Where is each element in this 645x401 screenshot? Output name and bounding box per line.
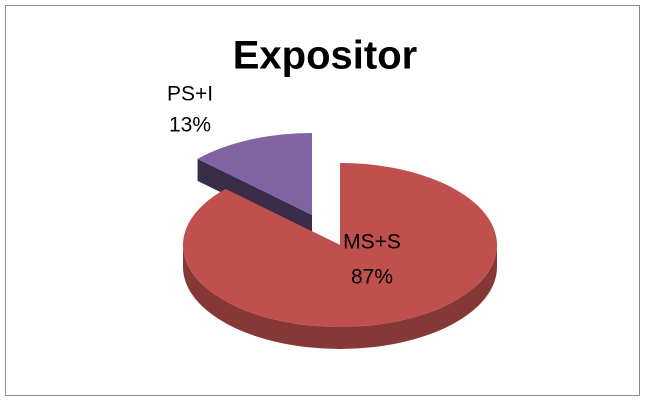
slice-category-label: MS+S bbox=[343, 231, 401, 254]
slice-value-label: 13% bbox=[169, 114, 211, 137]
slice-value-label: 87% bbox=[351, 266, 393, 289]
pie-slice bbox=[197, 133, 312, 215]
slice-edge bbox=[183, 245, 497, 349]
chart-title: Expositor bbox=[233, 34, 417, 78]
pie-slice bbox=[182, 163, 497, 327]
slice-group bbox=[182, 163, 497, 349]
slice-category-label: PS+I bbox=[167, 83, 213, 106]
